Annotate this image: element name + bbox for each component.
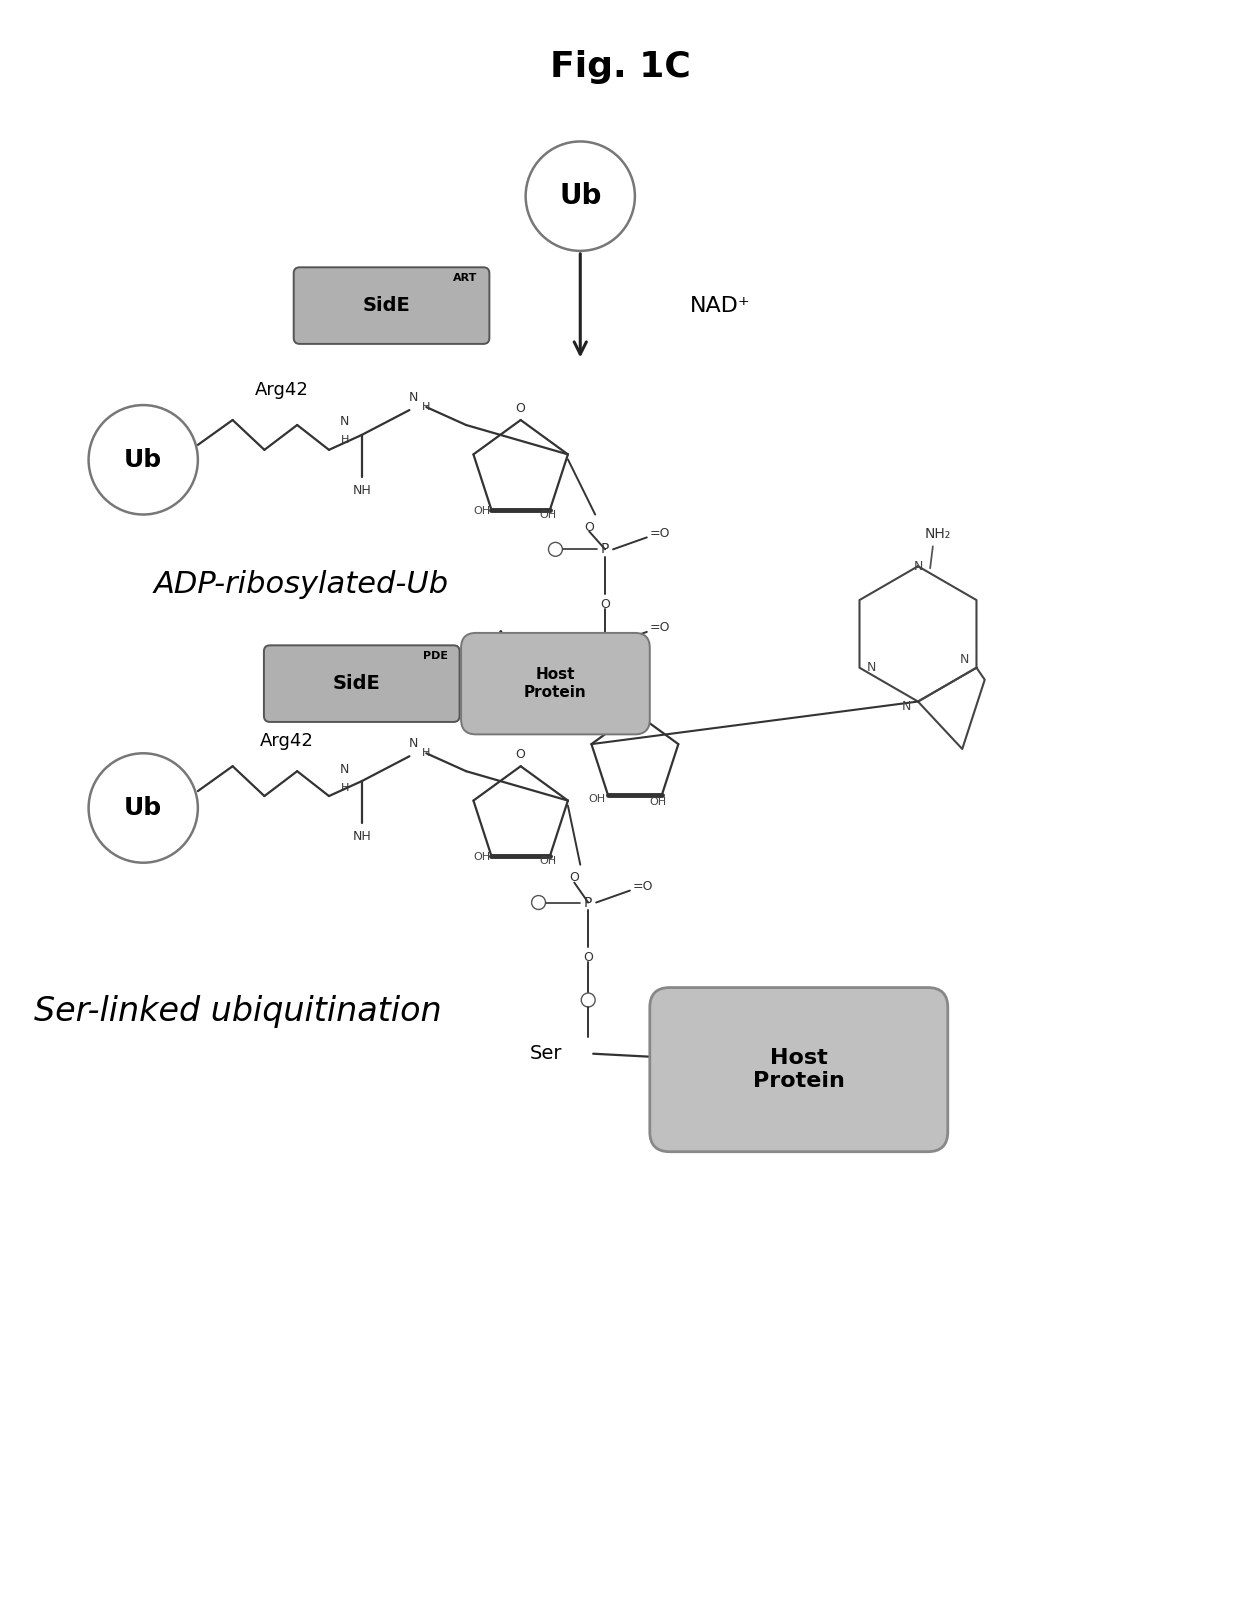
- Circle shape: [526, 142, 635, 252]
- Text: NH₂: NH₂: [925, 527, 951, 542]
- Text: SidE: SidE: [363, 297, 410, 315]
- Text: =O: =O: [650, 621, 670, 634]
- Text: N: N: [901, 700, 910, 713]
- Text: Arg42: Arg42: [255, 381, 309, 398]
- Text: N: N: [914, 560, 923, 573]
- Text: Ub: Ub: [559, 182, 601, 210]
- Text: O: O: [600, 597, 610, 611]
- Text: Host
Protein: Host Protein: [525, 668, 587, 700]
- Text: OH: OH: [589, 794, 606, 803]
- Text: N: N: [340, 416, 350, 429]
- Text: P: P: [601, 637, 609, 650]
- Circle shape: [88, 753, 198, 863]
- Text: OH: OH: [474, 852, 491, 861]
- Text: N: N: [409, 737, 418, 750]
- FancyBboxPatch shape: [264, 645, 460, 723]
- Circle shape: [88, 405, 198, 515]
- Text: OH: OH: [650, 797, 666, 806]
- Text: OH: OH: [539, 857, 557, 866]
- Text: SidE: SidE: [332, 674, 381, 694]
- Text: Host
Protein: Host Protein: [753, 1048, 844, 1092]
- Text: O: O: [600, 690, 610, 703]
- Text: O: O: [630, 694, 640, 706]
- Text: =O: =O: [632, 881, 653, 894]
- Text: Ser-linked ubiquitination: Ser-linked ubiquitination: [33, 995, 441, 1029]
- Text: NAD⁺: NAD⁺: [689, 295, 750, 316]
- Text: Fig. 1C: Fig. 1C: [549, 50, 691, 84]
- Text: P: P: [584, 895, 593, 910]
- Text: ADP-ribosylated-Ub: ADP-ribosylated-Ub: [154, 569, 449, 598]
- Text: P: P: [601, 542, 609, 556]
- Text: N: N: [409, 390, 418, 403]
- Text: NH: NH: [352, 484, 371, 497]
- Text: N: N: [867, 661, 877, 674]
- Text: NH: NH: [352, 831, 371, 844]
- Text: =O: =O: [650, 527, 670, 540]
- FancyBboxPatch shape: [650, 987, 947, 1152]
- Text: Ub: Ub: [124, 448, 162, 471]
- FancyBboxPatch shape: [461, 632, 650, 734]
- Text: PDE: PDE: [423, 652, 448, 661]
- Text: H: H: [422, 402, 430, 411]
- Text: ART: ART: [454, 273, 477, 284]
- Text: O: O: [584, 521, 594, 534]
- Text: Ser: Ser: [531, 1044, 563, 1063]
- Text: OH: OH: [474, 505, 491, 516]
- Text: H: H: [341, 782, 348, 794]
- Text: O: O: [569, 871, 579, 884]
- Text: H: H: [341, 436, 348, 445]
- Text: Ub: Ub: [124, 795, 162, 819]
- Text: O: O: [516, 748, 526, 761]
- FancyBboxPatch shape: [294, 268, 490, 344]
- Text: N: N: [340, 763, 350, 776]
- Text: O: O: [583, 950, 593, 963]
- Text: N: N: [960, 653, 970, 666]
- Text: OH: OH: [539, 510, 557, 519]
- Text: O: O: [516, 402, 526, 415]
- Text: H: H: [422, 748, 430, 758]
- Text: Arg42: Arg42: [260, 732, 314, 750]
